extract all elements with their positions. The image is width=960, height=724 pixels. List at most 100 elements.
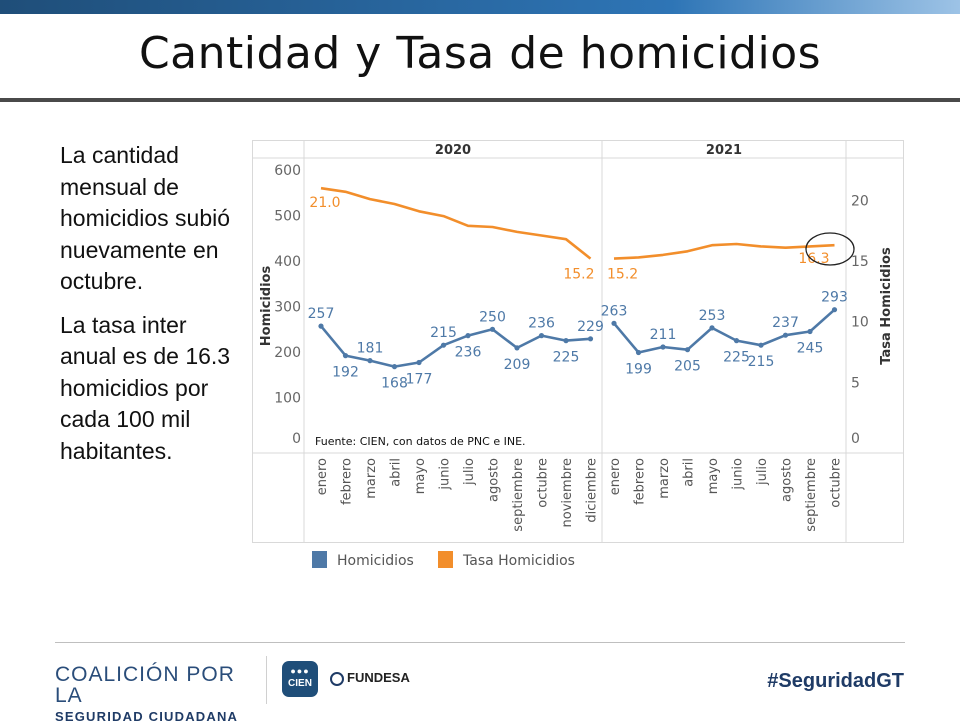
homicidios-point [465,333,471,339]
highlight-circle [805,232,855,266]
month-label: mayo [706,458,721,494]
coalicion-logo-line2: SEGURIDAD CIUDADANA [55,709,239,724]
homicidios-data-label: 250 [479,309,506,325]
month-label: julio [462,458,477,486]
homicidios-data-label: 229 [577,319,604,335]
series-homicidios [318,307,838,370]
tasa-line-2021 [613,242,835,260]
homicidios-data-label: 177 [406,372,433,388]
month-label: febrero [633,458,648,505]
homicidios-point [611,320,617,326]
tasa-label-end-2020: 15.2 [563,267,594,283]
month-label: abril [389,458,404,487]
month-label: octubre [829,458,844,508]
homicidios-data-label: 245 [797,341,824,357]
legend-swatch-tasa [438,551,453,568]
homicidios-point [758,342,764,348]
top-accent-bar [0,0,960,14]
month-label: septiembre [511,458,526,532]
legend-label-homicidios: Homicidios [337,553,414,569]
cien-logo-mark: ●●● [290,666,310,676]
coalicion-logo-line1: COALICIÓN POR LA [55,663,235,707]
body-paragraph-2: La tasa inter anual es de 16.3 homicidio… [60,311,231,464]
left-axis-ticks: 0 100 200 300 400 500 600 [274,163,301,447]
legend-swatch-homicidios [312,551,327,568]
right-tick-label: 0 [851,431,860,447]
month-label: junio [731,458,746,491]
cien-logo: ●●● CIEN [282,661,318,697]
body-paragraph-1: La cantidad mensual de homicidios subió … [60,142,231,294]
left-tick-label: 0 [292,431,301,447]
month-label: julio [755,458,770,486]
legend: Homicidios Tasa Homicidios [312,551,575,569]
homicidios-point [831,307,838,313]
homicidios-point [587,336,594,342]
homicide-chart: 2020 2021 Homicidios Tasa Homicidios 0 10… [252,140,904,569]
footer-divider [55,642,905,643]
tasa-line-2020 [320,186,592,260]
homicidios-point [416,359,422,366]
homicidios-point [489,326,496,332]
right-axis-title: Tasa Homicidios [879,247,894,365]
homicidios-point [782,332,789,338]
homicidios-data-label: 237 [772,315,799,331]
coalicion-logo: COALICIÓN POR LA SEGURIDAD CIUDADANA [55,664,260,724]
homicidios-point [440,342,447,348]
fundesa-logo: FUNDESA [330,670,410,686]
homicidios-point [391,364,398,370]
homicidios-point [538,333,545,339]
left-axis-title: Homicidios [259,266,274,347]
right-axis-ticks: 0 5 10 15 20 [851,193,869,447]
homicidios-point [514,345,520,351]
homicidios-data-label: 205 [674,359,701,375]
month-label: diciembre [585,458,600,523]
slide-title: Cantidad y Tasa de homicidios [138,28,822,79]
homicidios-data-label: 192 [332,365,359,381]
homicidios-data-label: 236 [455,345,482,361]
month-label: septiembre [804,458,819,532]
legend-label-tasa: Tasa Homicidios [462,553,575,569]
cien-logo-label: CIEN [288,678,312,689]
month-label: marzo [657,458,672,499]
homicidios-data-label: 293 [821,290,848,306]
left-tick-label: 100 [274,391,301,407]
homicidios-data-label: 209 [504,357,531,373]
homicidios-point [709,325,715,331]
tasa-label-last: 16.3 [798,251,829,267]
month-label: octubre [536,458,551,508]
hashtag-label: #SeguridadGT [767,670,904,692]
right-tick-label: 15 [851,254,869,270]
homicidios-data-label: 253 [699,308,726,324]
month-tick-labels: enero febrero marzo abril mayo junio julio agos… [315,458,844,532]
month-label: noviembre [560,458,575,527]
homicidios-line-2020 [319,325,591,368]
tasa-label-first: 21.0 [309,195,340,211]
homicidios-data-label: 236 [528,316,555,332]
homicidios-data-label: 199 [625,362,652,378]
left-tick-label: 300 [274,300,301,316]
homicidios-data-label: 215 [430,325,457,341]
tasa-label-start-2021: 15.2 [607,267,638,283]
right-tick-label: 5 [851,375,860,391]
homicidios-data-label: 225 [553,350,580,366]
panel-header-2021: 2021 [706,143,742,158]
month-label: junio [438,458,453,491]
source-note: Fuente: CIEN, con datos de PNC e INE. [315,435,526,448]
footer-logo-separator [266,656,267,704]
month-label: abril [682,458,697,487]
right-tick-label: 20 [851,193,869,209]
title-divider [0,98,960,102]
month-label: agosto [487,458,502,502]
month-label: febrero [340,458,355,505]
panel-header-2020: 2020 [435,143,471,158]
homicidios-data-label: 215 [748,354,775,370]
month-label: agosto [780,458,795,502]
month-label: mayo [413,458,428,494]
fundesa-logo-icon [330,671,344,686]
homicidios-data-label: 168 [381,376,408,392]
homicidios-point [635,349,642,356]
homicidios-point [660,344,666,350]
chart-frame [252,140,904,543]
homicidios-line-2021 [613,308,836,354]
